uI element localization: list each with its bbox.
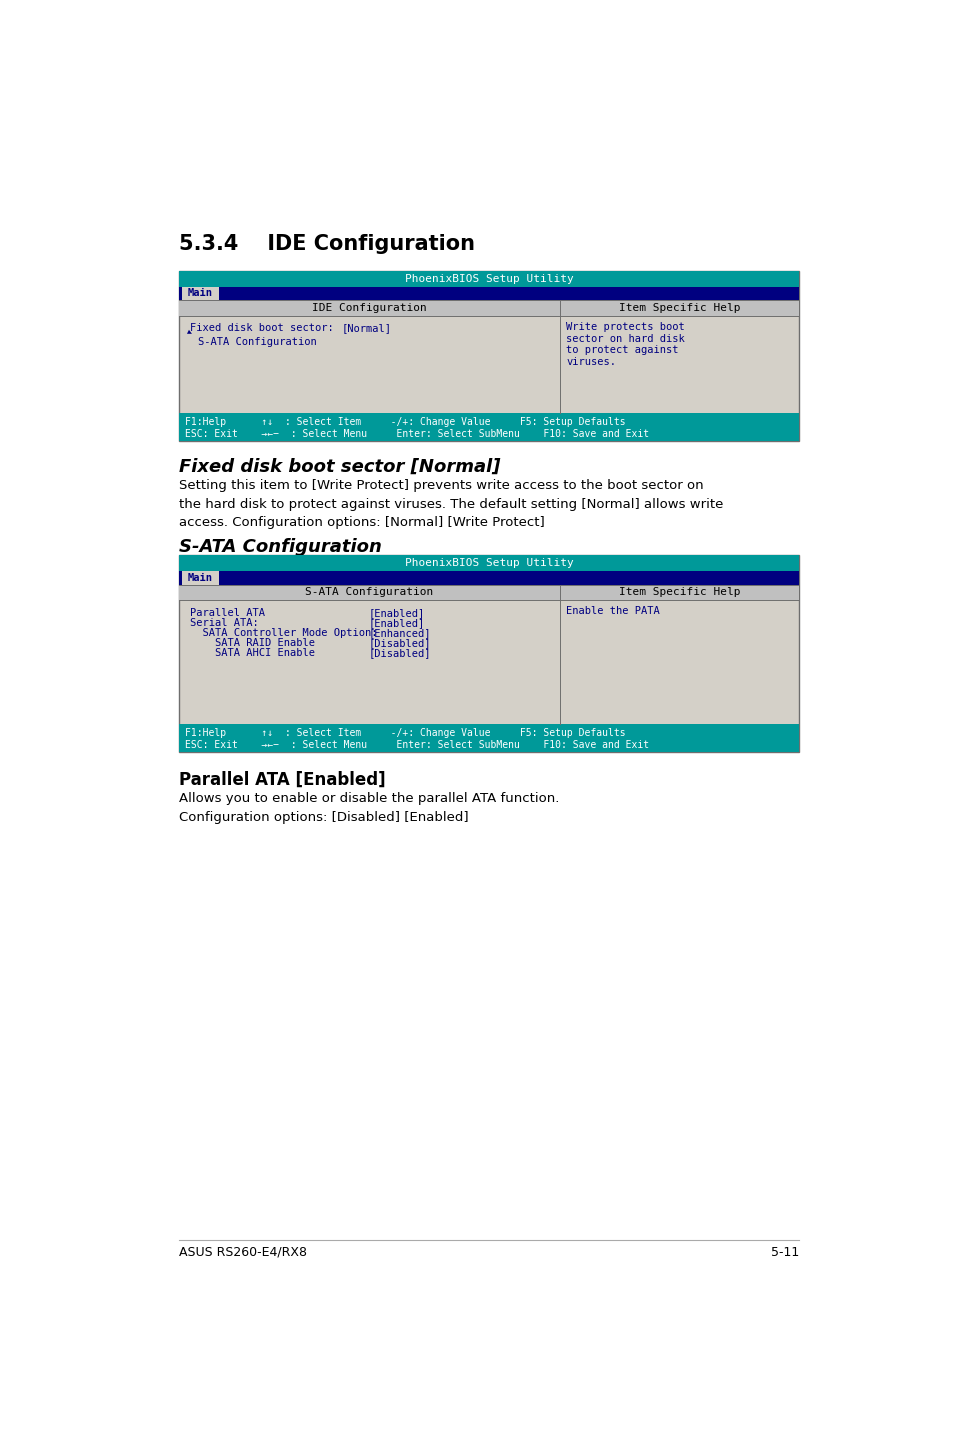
Bar <box>182 571 219 584</box>
Text: Fixed disk boot sector:: Fixed disk boot sector: <box>190 324 334 334</box>
Bar <box>179 272 798 440</box>
Text: S-ATA Configuration: S-ATA Configuration <box>179 538 381 557</box>
Text: ESC: Exit    →←−  : Select Menu     Enter: Select SubMenu    F10: Save and Exit: ESC: Exit →←− : Select Menu Enter: Selec… <box>185 429 649 439</box>
Text: Item Specific Help: Item Specific Help <box>618 303 740 313</box>
Text: SATA Controller Mode Option:: SATA Controller Mode Option: <box>190 627 376 637</box>
Bar <box>179 571 798 584</box>
Text: 5-11: 5-11 <box>770 1245 798 1258</box>
Text: ESC: Exit    →←−  : Select Menu     Enter: Select SubMenu    F10: Save and Exit: ESC: Exit →←− : Select Menu Enter: Selec… <box>185 741 649 751</box>
Text: [Normal]: [Normal] <box>341 324 392 334</box>
Bar <box>179 555 798 752</box>
Bar <box>179 272 798 286</box>
Text: Serial ATA:: Serial ATA: <box>190 617 258 627</box>
Text: [Enabled]: [Enabled] <box>369 617 425 627</box>
Text: PhoenixBIOS Setup Utility: PhoenixBIOS Setup Utility <box>404 273 573 283</box>
Text: Main: Main <box>188 572 213 582</box>
Text: Fixed disk boot sector [Normal]: Fixed disk boot sector [Normal] <box>179 457 500 476</box>
Bar <box>179 413 798 440</box>
Text: ASUS RS260-E4/RX8: ASUS RS260-E4/RX8 <box>179 1245 307 1258</box>
Bar <box>179 584 798 600</box>
Text: Write protects boot
sector on hard disk
to protect against
viruses.: Write protects boot sector on hard disk … <box>566 322 684 367</box>
Text: SATA RAID Enable: SATA RAID Enable <box>190 637 314 647</box>
Bar <box>179 301 798 316</box>
Text: Enable the PATA: Enable the PATA <box>566 605 659 615</box>
Text: Setting this item to [Write Protect] prevents write access to the boot sector on: Setting this item to [Write Protect] pre… <box>179 479 722 529</box>
Text: Parallel ATA: Parallel ATA <box>190 608 265 617</box>
Bar <box>179 555 798 571</box>
Text: [Enhanced]: [Enhanced] <box>369 627 431 637</box>
Text: Item Specific Help: Item Specific Help <box>618 587 740 597</box>
Text: Allows you to enable or disable the parallel ATA function.
Configuration options: Allows you to enable or disable the para… <box>179 792 558 824</box>
Text: [Disabled]: [Disabled] <box>369 647 431 657</box>
Text: Main: Main <box>188 289 213 299</box>
Text: F1:Help      ↑↓  : Select Item     -/+: Change Value     F5: Setup Defaults: F1:Help ↑↓ : Select Item -/+: Change Val… <box>185 728 625 738</box>
Text: S-ATA Configuration: S-ATA Configuration <box>305 587 434 597</box>
Text: Parallel ATA [Enabled]: Parallel ATA [Enabled] <box>179 771 385 789</box>
Text: IDE Configuration: IDE Configuration <box>312 303 427 313</box>
Text: PhoenixBIOS Setup Utility: PhoenixBIOS Setup Utility <box>404 558 573 568</box>
Text: [Disabled]: [Disabled] <box>369 637 431 647</box>
Bar <box>179 286 798 301</box>
Text: F1:Help      ↑↓  : Select Item     -/+: Change Value     F5: Setup Defaults: F1:Help ↑↓ : Select Item -/+: Change Val… <box>185 417 625 427</box>
Bar <box>182 286 219 301</box>
Bar <box>179 723 798 752</box>
Text: S-ATA Configuration: S-ATA Configuration <box>197 336 316 347</box>
Text: 5.3.4    IDE Configuration: 5.3.4 IDE Configuration <box>179 234 475 255</box>
Text: SATA AHCI Enable: SATA AHCI Enable <box>190 647 314 657</box>
Text: [Enabled]: [Enabled] <box>369 608 425 617</box>
